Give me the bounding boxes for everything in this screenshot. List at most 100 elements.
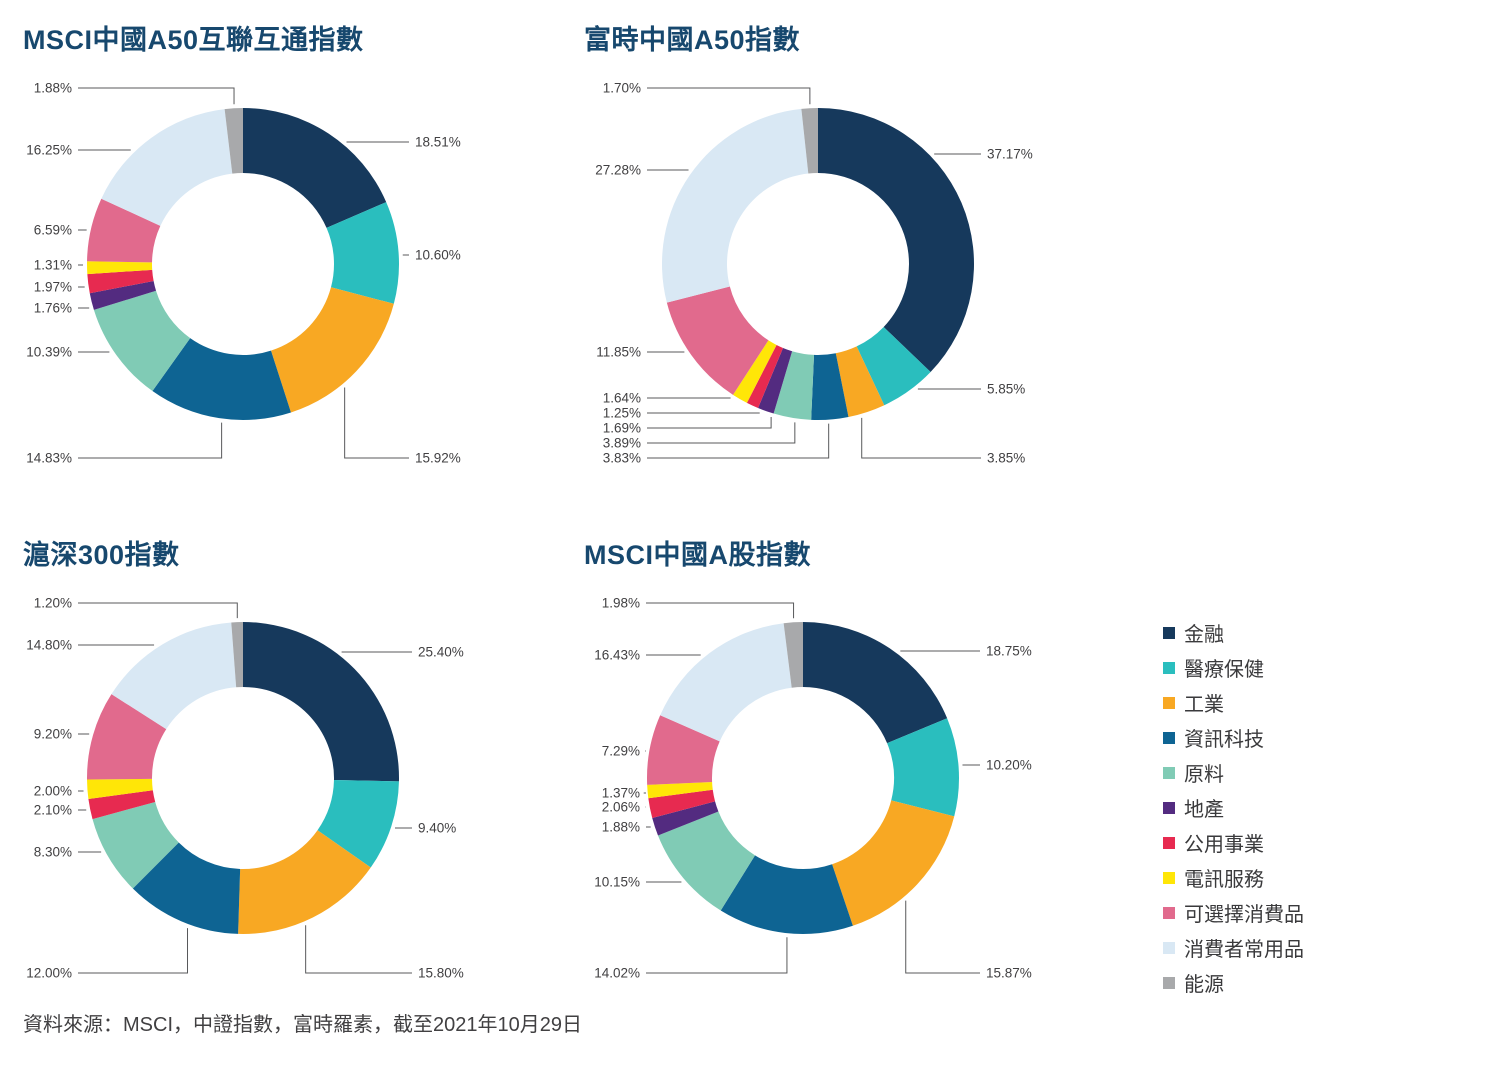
leader-line: [305, 925, 412, 974]
slice-value-label: 15.87%: [986, 966, 1032, 981]
slice-value-label: 1.76%: [34, 301, 72, 316]
leader-line: [647, 423, 830, 459]
chart-title: 滬深300指數: [23, 540, 180, 570]
leader-line: [647, 416, 772, 429]
leader-line: [647, 87, 811, 105]
slice-value-label: 14.02%: [594, 966, 640, 981]
slice-公用事業: [88, 790, 156, 820]
legend-swatch: [1163, 906, 1175, 919]
legend: 金融 醫療保健 工業 資訊科技 原料 地產 公用事業 電訊服務 可選擇消費品 消費者常用品 能源: [1163, 615, 1304, 1000]
legend-label: 金融: [1184, 624, 1224, 646]
slice-地產: [652, 801, 719, 836]
legend-swatch: [1163, 696, 1175, 709]
slice-value-label: 1.88%: [34, 81, 72, 96]
slice-能源: [231, 622, 243, 688]
slice-value-label: 5.85%: [987, 382, 1025, 397]
slice-醫療保健: [887, 718, 959, 817]
slice-金融: [803, 622, 948, 744]
slice-消費者常用品: [111, 622, 237, 730]
legend-swatch: [1163, 801, 1175, 814]
legend-swatch: [1163, 626, 1175, 639]
legend-item: 金融: [1163, 615, 1304, 650]
legend-label: 電訊服務: [1184, 869, 1264, 891]
slice-資訊科技: [811, 353, 849, 420]
slice-value-label: 7.29%: [602, 744, 640, 759]
slice-地產: [89, 281, 157, 310]
legend-label: 醫療保健: [1184, 659, 1264, 681]
legend-label: 工業: [1184, 694, 1224, 716]
slice-value-label: 37.17%: [987, 147, 1033, 162]
slice-value-label: 2.00%: [34, 784, 72, 799]
slice-value-label: 14.80%: [26, 638, 72, 653]
leader-line: [78, 422, 223, 459]
slice-金融: [243, 108, 387, 228]
slice-醫療保健: [326, 202, 399, 304]
leader-line: [344, 387, 409, 459]
slice-value-label: 3.83%: [603, 451, 641, 466]
donut-chart: 18.51% 10.60% 15.92% 14.83% 10.39% 1.76% 1.97%…: [26, 81, 461, 466]
slice-工業: [238, 830, 371, 934]
slice-value-label: 27.28%: [595, 163, 641, 178]
slice-消費者常用品: [662, 108, 809, 303]
slice-value-label: 6.59%: [34, 223, 72, 238]
slice-value-label: 18.75%: [986, 644, 1032, 659]
slice-資訊科技: [132, 842, 241, 934]
slice-資訊科技: [720, 855, 853, 934]
slice-value-label: 10.15%: [594, 875, 640, 890]
slice-能源: [783, 622, 803, 688]
slice-value-label: 2.10%: [34, 803, 72, 818]
legend-item: 可選擇消費品: [1163, 895, 1304, 930]
slice-value-label: 9.20%: [34, 727, 72, 742]
legend-label: 資訊科技: [1184, 729, 1264, 751]
leader-line: [78, 928, 189, 974]
slice-金融: [243, 622, 399, 782]
slice-可選擇消費品: [87, 694, 167, 780]
donut-chart: 37.17% 5.85% 3.85% 3.83%3.89%1.69%1.25%1.64…: [595, 81, 1033, 466]
chart-title: 富時中國A50指數: [584, 25, 801, 55]
slice-value-label: 10.60%: [415, 248, 461, 263]
chart-msci-china-a-shares: MSCI中國A股指數 18.75% 10.20% 15.87% 14.02% 10.15…: [584, 533, 1104, 1011]
slice-原料: [93, 290, 191, 392]
slice-資訊科技: [152, 338, 291, 421]
slice-公用事業: [87, 269, 154, 294]
chart-ftse-china-a50: 富時中國A50指數 37.17% 5.85% 3.85% 3.83% 3.89% 1.69…: [584, 18, 1104, 496]
legend-swatch: [1163, 766, 1175, 779]
leader-line: [78, 602, 238, 619]
slice-value-label: 1.64%: [603, 391, 641, 406]
leader-line: [905, 900, 980, 974]
slice-公用事業: [746, 345, 784, 409]
slice-原料: [657, 811, 756, 911]
slice-電訊服務: [647, 782, 713, 799]
legend-item: 醫療保健: [1163, 650, 1304, 685]
slice-電訊服務: [87, 778, 153, 799]
slice-value-label: 25.40%: [418, 645, 464, 660]
slice-工業: [270, 287, 394, 413]
slice-value-label: 11.85%: [596, 345, 641, 360]
leader-line: [861, 417, 981, 459]
legend-label: 原料: [1184, 764, 1224, 786]
leader-line: [646, 602, 795, 619]
slice-value-label: 15.80%: [418, 966, 464, 981]
chart-csi-300: 滬深300指數 25.40% 9.40% 15.80% 12.00% 8.30% 2.10…: [23, 533, 543, 1011]
slice-可選擇消費品: [87, 198, 161, 263]
legend-label: 地產: [1184, 799, 1224, 821]
slice-value-label: 8.30%: [34, 845, 72, 860]
slice-value-label: 1.37%: [602, 786, 640, 801]
slice-金融: [818, 108, 974, 372]
donut-chart: 18.75% 10.20% 15.87% 14.02% 10.15% 1.88% 2.06%…: [594, 596, 1032, 981]
leader-line: [78, 87, 235, 105]
legend-label: 能源: [1184, 974, 1224, 996]
legend-label: 消費者常用品: [1184, 939, 1304, 961]
slice-公用事業: [648, 789, 716, 819]
legend-item: 資訊科技: [1163, 720, 1304, 755]
legend-item: 能源: [1163, 965, 1304, 1000]
slice-value-label: 1.31%: [34, 258, 72, 273]
legend-swatch: [1163, 836, 1175, 849]
slice-value-label: 9.40%: [418, 821, 456, 836]
slice-value-label: 1.69%: [603, 421, 641, 436]
slice-工業: [835, 346, 885, 417]
leader-line: [646, 937, 788, 974]
slice-value-label: 14.83%: [26, 451, 72, 466]
slice-可選擇消費品: [666, 286, 769, 395]
slice-value-label: 1.20%: [34, 596, 72, 611]
